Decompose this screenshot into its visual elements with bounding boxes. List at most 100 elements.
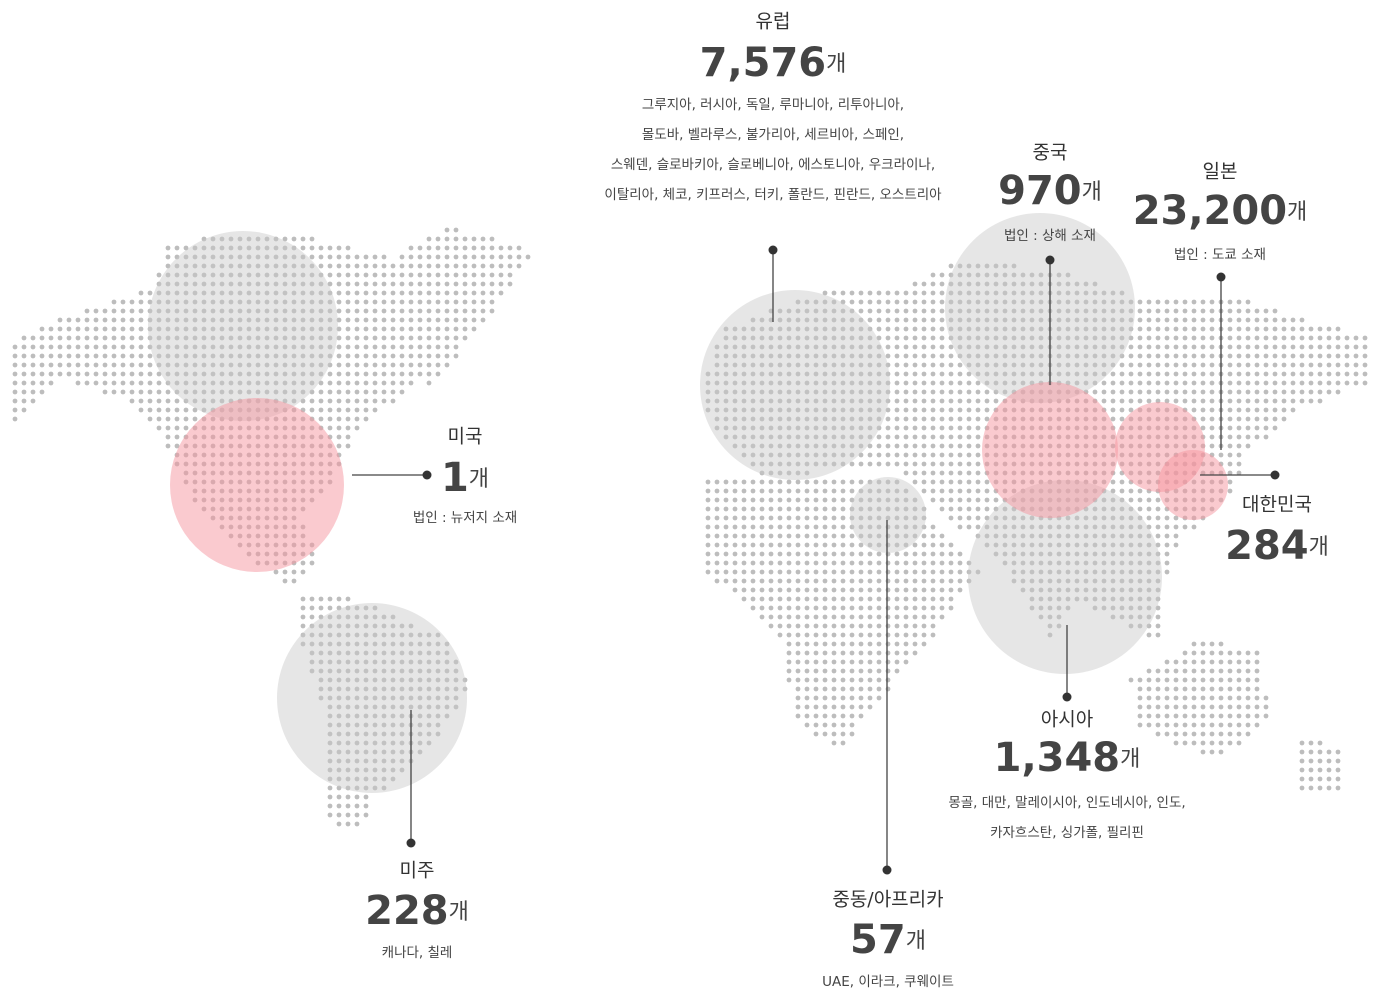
map-dot: [723, 344, 729, 350]
map-dot: [759, 515, 765, 521]
map-dot: [984, 281, 990, 287]
map-dot: [345, 794, 351, 800]
map-dot: [183, 425, 189, 431]
map-dot: [849, 371, 855, 377]
map-dot: [804, 632, 810, 638]
map-dot: [327, 632, 333, 638]
map-dot: [1074, 281, 1080, 287]
map-dot: [867, 452, 873, 458]
map-dot: [930, 290, 936, 296]
map-dot: [930, 605, 936, 611]
map-dot: [876, 605, 882, 611]
map-dot: [1137, 686, 1143, 692]
map-dot: [111, 299, 117, 305]
map-dot: [921, 452, 927, 458]
map-dot: [795, 470, 801, 476]
map-dot: [849, 434, 855, 440]
map-dot: [795, 650, 801, 656]
map-dot: [723, 533, 729, 539]
map-dot: [768, 326, 774, 332]
map-dot: [1254, 389, 1260, 395]
map-dot: [867, 695, 873, 701]
map-dot: [201, 281, 207, 287]
map-dot: [318, 281, 324, 287]
map-dot: [156, 344, 162, 350]
map-dot: [210, 380, 216, 386]
map-dot: [1074, 326, 1080, 332]
map-dot: [804, 389, 810, 395]
map-dot: [39, 362, 45, 368]
map-dot: [93, 380, 99, 386]
map-dot: [1281, 344, 1287, 350]
map-dot: [354, 344, 360, 350]
map-dot: [345, 632, 351, 638]
map-dot: [255, 263, 261, 269]
map-dot: [840, 740, 846, 746]
map-dot: [1101, 596, 1107, 602]
map-dot: [174, 389, 180, 395]
map-dot: [786, 524, 792, 530]
map-dot: [381, 614, 387, 620]
map-dot: [831, 677, 837, 683]
map-dot: [930, 299, 936, 305]
map-dot: [831, 353, 837, 359]
map-dot: [849, 389, 855, 395]
map-dot: [1155, 614, 1161, 620]
map-dot: [732, 326, 738, 332]
map-dot: [768, 569, 774, 575]
map-dot: [759, 461, 765, 467]
map-dot: [714, 515, 720, 521]
map-dot: [1083, 299, 1089, 305]
map-dot: [903, 362, 909, 368]
map-dot: [930, 416, 936, 422]
map-dot: [327, 425, 333, 431]
map-dot: [903, 344, 909, 350]
map-dot: [255, 281, 261, 287]
map-dot: [147, 344, 153, 350]
map-dot: [714, 380, 720, 386]
map-dot: [849, 443, 855, 449]
map-dot: [759, 479, 765, 485]
map-dot: [417, 281, 423, 287]
map-dot: [183, 308, 189, 314]
map-dot: [156, 398, 162, 404]
map-dot: [876, 551, 882, 557]
map-dot: [120, 335, 126, 341]
map-dot: [903, 425, 909, 431]
map-dot: [1209, 362, 1215, 368]
map-dot: [867, 326, 873, 332]
map-dot: [228, 245, 234, 251]
map-dot: [831, 443, 837, 449]
map-dot: [246, 362, 252, 368]
map-dot: [1245, 389, 1251, 395]
count-value: 228: [365, 888, 449, 934]
map-dot: [336, 263, 342, 269]
map-dot: [390, 614, 396, 620]
map-dot: [1182, 722, 1188, 728]
map-dot: [768, 623, 774, 629]
map-dot: [741, 380, 747, 386]
map-dot: [300, 641, 306, 647]
map-dot: [1146, 362, 1152, 368]
map-dot: [372, 272, 378, 278]
map-dot: [1119, 389, 1125, 395]
map-dot: [714, 389, 720, 395]
map-dot: [1119, 578, 1125, 584]
map-dot: [1182, 326, 1188, 332]
map-dot: [858, 317, 864, 323]
map-dot: [1065, 560, 1071, 566]
region-detail: 카자흐스탄, 싱가폴, 필리핀: [990, 825, 1144, 841]
map-dot: [984, 344, 990, 350]
map-dot: [1092, 542, 1098, 548]
map-dot: [894, 578, 900, 584]
map-dot: [993, 506, 999, 512]
map-dot: [300, 371, 306, 377]
map-dot: [1056, 596, 1062, 602]
map-dot: [480, 317, 486, 323]
map-dot: [822, 551, 828, 557]
map-dot: [75, 353, 81, 359]
map-dot: [966, 425, 972, 431]
map-dot: [741, 452, 747, 458]
map-dot: [1002, 281, 1008, 287]
map-dot: [786, 380, 792, 386]
